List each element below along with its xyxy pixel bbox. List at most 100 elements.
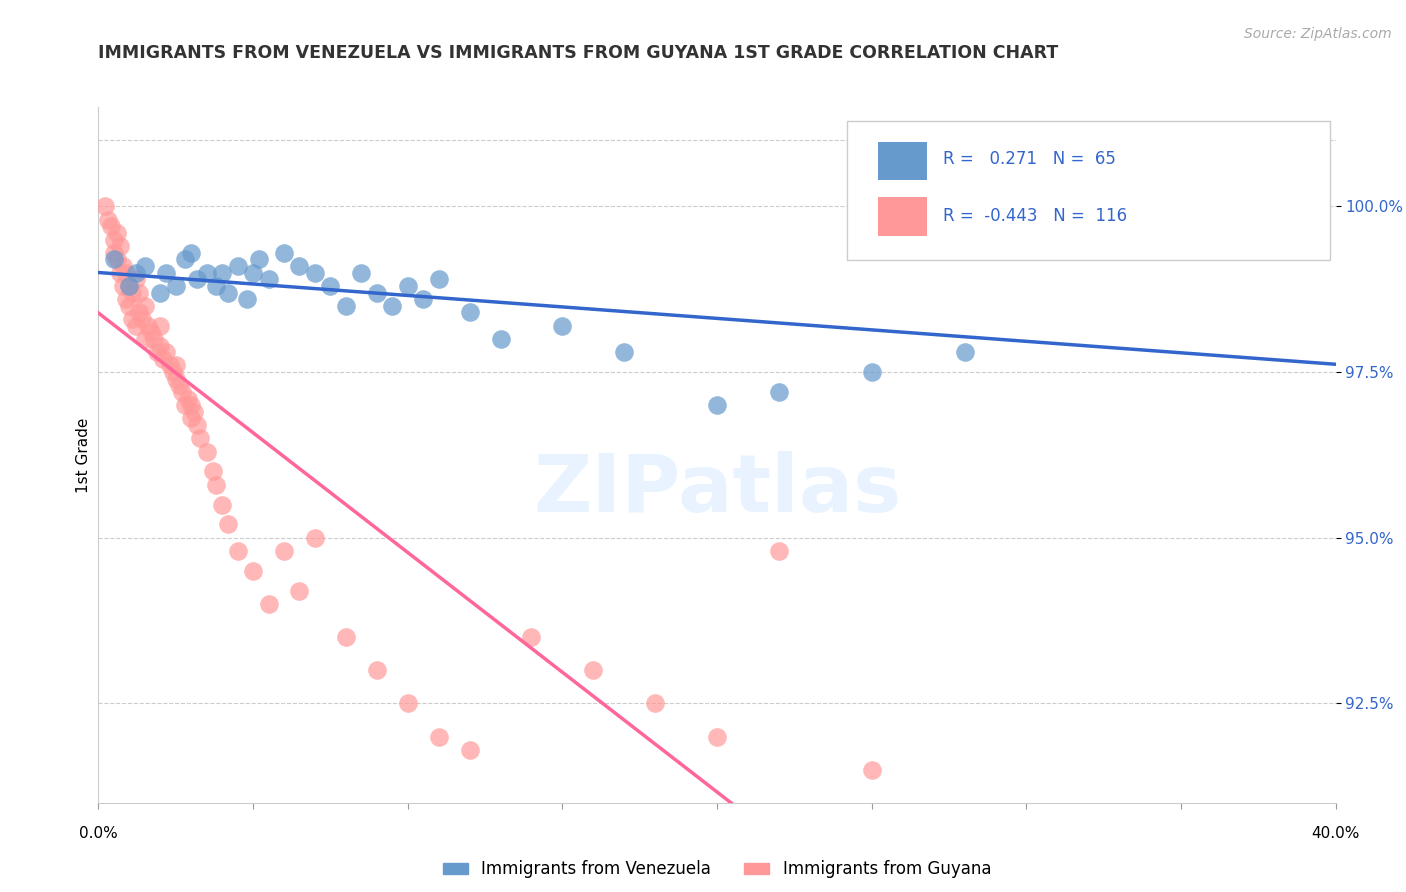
Point [288, 259, 311, 273]
Point [205, 477, 228, 491]
Point [613, 345, 636, 359]
Point [706, 730, 728, 744]
Point [257, 597, 280, 611]
Point [706, 398, 728, 412]
Point [112, 279, 135, 293]
Point [152, 351, 174, 366]
Point [226, 259, 249, 273]
Point [247, 252, 270, 267]
Y-axis label: 1st Grade: 1st Grade [76, 417, 91, 492]
Point [162, 365, 184, 379]
Point [458, 743, 481, 757]
Point [860, 365, 883, 379]
Point [226, 544, 249, 558]
Text: IMMIGRANTS FROM VENEZUELA VS IMMIGRANTS FROM GUYANA 1ST GRADE CORRELATION CHART: IMMIGRANTS FROM VENEZUELA VS IMMIGRANTS … [98, 45, 1059, 62]
Point [155, 266, 177, 280]
Point [159, 359, 181, 373]
Point [143, 332, 166, 346]
Point [1263, 212, 1285, 227]
Point [165, 359, 187, 373]
Point [304, 266, 326, 280]
Point [396, 279, 419, 293]
Point [128, 285, 150, 300]
Point [149, 285, 172, 300]
Point [257, 272, 280, 286]
Point [190, 431, 212, 445]
Point [350, 266, 373, 280]
Point [180, 411, 202, 425]
Point [97, 212, 120, 227]
Point [396, 697, 419, 711]
Point [582, 663, 605, 677]
Point [149, 338, 172, 352]
Point [124, 318, 146, 333]
Point [155, 345, 177, 359]
Point [167, 378, 190, 392]
Point [211, 498, 233, 512]
Point [427, 730, 450, 744]
Point [105, 252, 128, 267]
Point [100, 219, 122, 234]
Point [335, 299, 357, 313]
Point [128, 305, 150, 319]
Point [170, 384, 193, 399]
Point [139, 326, 162, 340]
Point [124, 266, 146, 280]
Point [121, 312, 143, 326]
Point [242, 564, 264, 578]
Point [115, 292, 138, 306]
Point [112, 259, 135, 273]
Point [205, 279, 228, 293]
Point [304, 531, 326, 545]
Point [108, 266, 131, 280]
Legend: Immigrants from Venezuela, Immigrants from Guyana: Immigrants from Venezuela, Immigrants fr… [436, 854, 998, 885]
Point [860, 763, 883, 777]
Point [103, 233, 125, 247]
Point [103, 245, 125, 260]
FancyBboxPatch shape [846, 121, 1330, 260]
Point [236, 292, 259, 306]
Point [335, 630, 357, 644]
Point [366, 663, 388, 677]
Point [118, 279, 141, 293]
Point [115, 266, 138, 280]
Point [489, 332, 512, 346]
Point [520, 630, 543, 644]
Point [174, 252, 197, 267]
Point [195, 266, 218, 280]
Point [768, 384, 790, 399]
Point [427, 272, 450, 286]
Point [217, 517, 239, 532]
Point [105, 226, 128, 240]
Point [242, 266, 264, 280]
Point [131, 312, 153, 326]
Point [108, 239, 131, 253]
Point [103, 252, 125, 267]
Point [319, 279, 342, 293]
Point [180, 245, 202, 260]
Point [381, 299, 404, 313]
Point [195, 444, 218, 458]
Text: R =  -0.443   N =  116: R = -0.443 N = 116 [943, 207, 1128, 226]
Point [186, 418, 208, 433]
Text: 40.0%: 40.0% [1312, 826, 1360, 841]
Point [551, 318, 574, 333]
Point [183, 405, 205, 419]
Point [149, 318, 172, 333]
Point [93, 199, 115, 213]
Point [174, 398, 197, 412]
Point [768, 544, 790, 558]
FancyBboxPatch shape [877, 142, 928, 180]
Text: 0.0%: 0.0% [79, 826, 118, 841]
Point [118, 279, 141, 293]
Point [136, 318, 159, 333]
Point [273, 245, 295, 260]
Point [201, 465, 224, 479]
Point [644, 697, 666, 711]
Point [134, 259, 156, 273]
Text: R =   0.271   N =  65: R = 0.271 N = 65 [943, 150, 1116, 169]
FancyBboxPatch shape [877, 197, 928, 235]
Point [165, 372, 187, 386]
Point [118, 299, 141, 313]
Point [273, 544, 295, 558]
